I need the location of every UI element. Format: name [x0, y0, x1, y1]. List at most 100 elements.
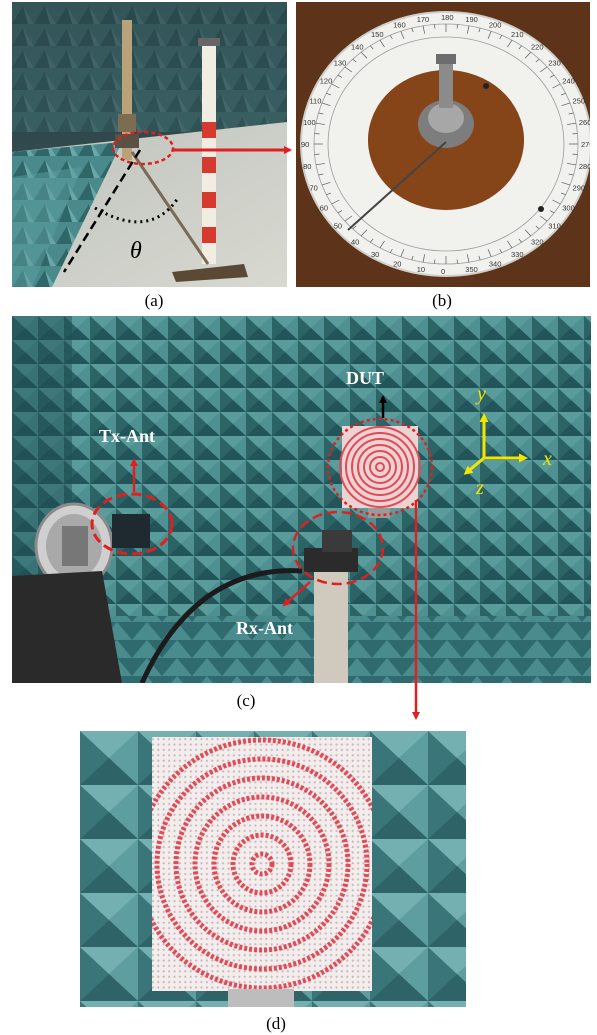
dial-tick: [400, 31, 405, 39]
dial-number: 160: [393, 21, 406, 30]
caption-b: (b): [432, 291, 452, 310]
dial-number: 130: [334, 58, 347, 67]
dial-tick: [499, 35, 503, 40]
caption-c: (c): [236, 691, 256, 710]
dial-tick: [518, 45, 522, 50]
dial-number: 310: [548, 222, 561, 231]
dial-number: 40: [351, 237, 359, 246]
dut-ring: [230, 832, 294, 896]
dut-ring: [249, 851, 275, 877]
dial-number: 180: [441, 13, 454, 22]
dial-tick: [337, 210, 343, 214]
dial-number: 110: [309, 97, 321, 106]
dial-tick: [535, 58, 540, 63]
dial-number: 150: [371, 30, 384, 39]
dial-tick: [561, 102, 571, 107]
dial-tick: [507, 240, 513, 249]
dial-number: 190: [465, 15, 478, 24]
dial-tick: [560, 192, 566, 196]
dial-tick: [568, 173, 574, 176]
dial-tick: [552, 199, 561, 205]
dial-tick: [344, 215, 352, 222]
dial-tick: [560, 92, 566, 96]
dial-tick: [487, 31, 492, 39]
dial-tick: [478, 27, 481, 33]
dial-tick: [467, 25, 470, 34]
dial-tick: [326, 92, 332, 96]
dial-tick: [370, 45, 374, 50]
dial-tick: [326, 192, 332, 196]
dut-ring: [192, 794, 332, 934]
dial-tick: [331, 83, 340, 89]
photo-b-angle-dial: 0 10 20 30 40 50 60 70 80 90 100 110 120 130 140 150 160…: [296, 2, 590, 287]
dial-tick: [321, 181, 331, 186]
dial-number: 10: [417, 265, 425, 274]
dial-number: 140: [351, 43, 364, 52]
dial-tick: [321, 102, 331, 107]
dial-number: 210: [511, 30, 524, 39]
dial-number: 230: [548, 58, 561, 67]
dial-number: 220: [531, 43, 544, 52]
photo-c-anechoic-chamber: [12, 316, 591, 683]
dial-tick: [400, 249, 405, 257]
dial-tick: [411, 255, 414, 261]
dial-number: 250: [573, 97, 586, 106]
dial-tick: [540, 215, 548, 222]
photo-a-rotation-stand: [12, 2, 287, 287]
dial-tick: [344, 66, 352, 73]
dial-number: 30: [371, 250, 379, 259]
dial-number: 320: [531, 237, 544, 246]
dial-number: 50: [334, 222, 342, 231]
dial-number: 80: [303, 162, 311, 171]
dial-tick: [331, 199, 340, 205]
dial-number: 170: [417, 15, 430, 24]
dial-tick: [524, 51, 532, 59]
dial-number: 260: [579, 118, 590, 127]
dial-tick: [411, 27, 414, 33]
dial-number: 340: [489, 259, 502, 268]
dial-tick: [567, 122, 577, 125]
dial-tick: [389, 35, 393, 40]
dial-number: 60: [320, 204, 328, 213]
dial-number: 200: [489, 21, 502, 30]
dial-tick: [518, 238, 522, 243]
dial-tick: [315, 163, 325, 166]
dial-tick: [487, 249, 492, 257]
dial-number: 70: [309, 183, 317, 192]
dial-number: 0: [441, 267, 445, 276]
dial-tick: [467, 254, 470, 263]
dial-number: 350: [465, 265, 478, 274]
dial-tick: [379, 240, 385, 249]
dial-number: 20: [393, 259, 401, 268]
photo-d-dut-closeup: [80, 731, 466, 1007]
dial-tick: [540, 66, 548, 73]
dial-tick: [561, 181, 571, 186]
dial-tick: [337, 74, 343, 78]
dial-tick: [422, 254, 425, 263]
dial-number: 330: [511, 250, 524, 259]
dial-tick: [568, 112, 574, 115]
dial-tick: [567, 163, 577, 166]
dial-tick: [360, 229, 368, 237]
dial-number: 290: [573, 183, 586, 192]
dial-number: 270: [581, 140, 590, 149]
dial-number: 90: [301, 140, 309, 149]
dial-tick: [360, 51, 368, 59]
dial-tick: [499, 248, 503, 253]
dial-tick: [552, 83, 561, 89]
dial-tick: [549, 210, 555, 214]
dial-tick: [352, 58, 357, 63]
dial-tick: [315, 122, 325, 125]
dut-ring: [173, 775, 351, 953]
dut-ring: [154, 756, 370, 972]
dial-tick: [379, 39, 385, 48]
dial-number: 120: [320, 77, 333, 86]
dial-number: 100: [303, 118, 316, 127]
dial-tick: [478, 255, 481, 261]
dial-tick: [507, 39, 513, 48]
dial-tick: [352, 225, 357, 230]
dial-tick: [370, 238, 374, 243]
dial-number: 300: [562, 204, 575, 213]
dial-tick: [535, 225, 540, 230]
dial-tick: [318, 173, 324, 176]
